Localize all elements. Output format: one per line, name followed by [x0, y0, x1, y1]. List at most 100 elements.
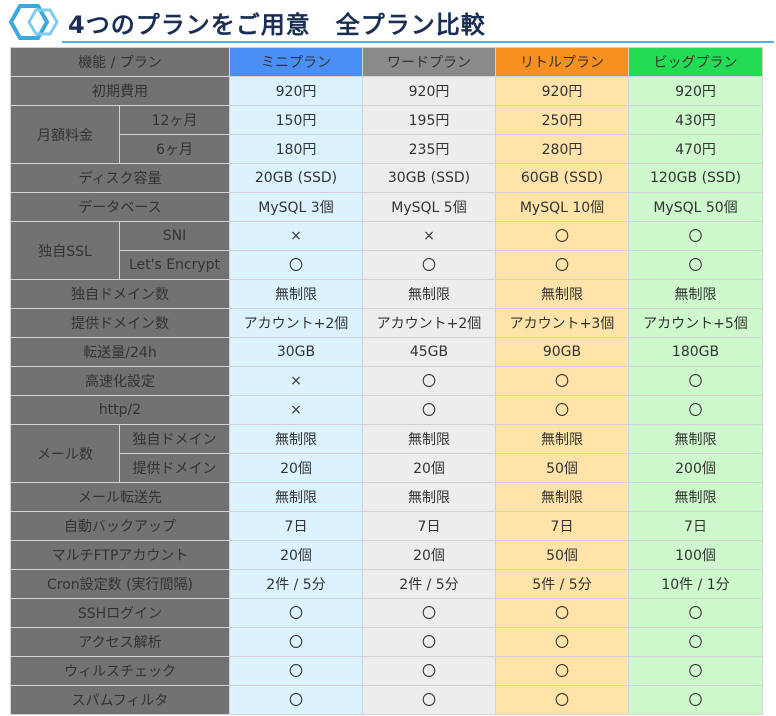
cell-word: 無制限: [362, 279, 496, 309]
row-label: アクセス解析: [10, 627, 230, 657]
table-row: 自動バックアップ 7日 7日 7日 7日: [10, 511, 763, 541]
cell-little: 〇: [495, 627, 629, 657]
title-bar: 4つのプランをご用意 全プラン比較: [0, 0, 776, 46]
plan-comparison-table: 機能 / プラン ミニプラン ワードプラン リトルプラン ビッグプラン 初期費用…: [10, 47, 763, 715]
cell-mini: ×: [229, 395, 363, 425]
cell-little: 50個: [495, 540, 629, 570]
cell-big: 〇: [628, 221, 763, 251]
cell-big: アカウント+5個: [628, 308, 763, 338]
cell-mini: 20GB (SSD): [229, 163, 363, 193]
row-label: 提供ドメイン数: [10, 308, 230, 338]
cell-little: アカウント+3個: [495, 308, 629, 338]
table-row: 独自ドメイン数 無制限 無制限 無制限 無制限: [10, 279, 763, 309]
row-label: ディスク容量: [10, 163, 230, 193]
cell-little: 250円: [495, 105, 629, 135]
cell-big: 920円: [628, 76, 763, 106]
plan-header-big: ビッグプラン: [628, 47, 763, 77]
cell-big: 100個: [628, 540, 763, 570]
row-sublabel: 6ヶ月: [119, 134, 230, 164]
cell-mini: 無制限: [229, 279, 363, 309]
cell-little: 7日: [495, 511, 629, 541]
cell-little: 50個: [495, 453, 629, 483]
table-row: 転送量/24h 30GB 45GB 90GB 180GB: [10, 337, 763, 367]
cell-big: 200個: [628, 453, 763, 483]
table-row: SSHログイン〇〇〇〇: [10, 598, 763, 628]
row-label: Cron設定数 (実行間隔): [10, 569, 230, 599]
table-header-row: 機能 / プラン ミニプラン ワードプラン リトルプラン ビッグプラン: [10, 47, 763, 77]
row-label: 独自ドメイン数: [10, 279, 230, 309]
cell-word: 2件 / 5分: [362, 569, 496, 599]
cell-big: 120GB (SSD): [628, 163, 763, 193]
row-label: 初期費用: [10, 76, 230, 106]
cell-little: 無制限: [495, 424, 629, 454]
cell-big: 10件 / 1分: [628, 569, 763, 599]
cell-word: 〇: [362, 685, 496, 715]
table-row: 提供ドメイン 20個 20個 50個 200個: [11, 453, 763, 483]
cell-mini: 〇: [229, 250, 363, 280]
cell-big: 〇: [628, 598, 763, 628]
cell-big: 430円: [628, 105, 763, 135]
cell-word: 195円: [362, 105, 496, 135]
cell-big: 〇: [628, 250, 763, 280]
row-sublabel: SNI: [119, 221, 230, 251]
cell-word: 〇: [362, 598, 496, 628]
cell-word: 〇: [362, 627, 496, 657]
cell-big: 無制限: [628, 482, 763, 512]
cell-word: 920円: [362, 76, 496, 106]
cell-word: 7日: [362, 511, 496, 541]
cell-mini: 2件 / 5分: [229, 569, 363, 599]
cell-word: 〇: [362, 656, 496, 686]
table-row: 独自SSL SNI × × 〇〇: [10, 221, 763, 280]
table-row: 6ヶ月 180円 235円 280円 470円: [11, 134, 763, 164]
row-sublabel: 提供ドメイン: [119, 453, 230, 483]
cell-big: 180GB: [628, 337, 763, 367]
cell-word: アカウント+2個: [362, 308, 496, 338]
table-row: メール転送先 無制限 無制限 無制限 無制限: [10, 482, 763, 512]
cell-little: 280円: [495, 134, 629, 164]
row-label: 転送量/24h: [10, 337, 230, 367]
row-label: マルチFTPアカウント: [10, 540, 230, 570]
plan-header-word: ワードプラン: [362, 47, 496, 77]
page-title: 4つのプランをご用意 全プラン比較: [68, 11, 486, 39]
cell-little: 90GB: [495, 337, 629, 367]
row-label: メール数: [10, 424, 120, 483]
cell-big: 〇: [628, 366, 763, 396]
cell-mini: 150円: [229, 105, 363, 135]
cell-mini: 20個: [229, 453, 363, 483]
row-label: 自動バックアップ: [10, 511, 230, 541]
plan-header-mini: ミニプラン: [229, 47, 363, 77]
cell-big: 7日: [628, 511, 763, 541]
table-row: 提供ドメイン数 アカウント+2個 アカウント+2個 アカウント+3個 アカウント+5個: [10, 308, 763, 338]
row-label: SSHログイン: [10, 598, 230, 628]
cell-big: 〇: [628, 395, 763, 425]
cell-mini: 無制限: [229, 424, 363, 454]
row-label: スパムフィルタ: [10, 685, 230, 715]
cell-little: 〇: [495, 685, 629, 715]
cell-little: 〇: [495, 656, 629, 686]
cell-mini: ×: [229, 366, 363, 396]
cell-word: 20個: [362, 453, 496, 483]
row-label: http/2: [10, 395, 230, 425]
cell-word: 〇: [362, 250, 496, 280]
cell-mini: 〇: [229, 656, 363, 686]
cell-mini: アカウント+2個: [229, 308, 363, 338]
row-sublabel: 12ヶ月: [119, 105, 230, 135]
table-row: メール数 独自ドメイン 無制限 無制限 無制限 無制限: [10, 424, 763, 483]
cell-word: 〇: [362, 366, 496, 396]
table-row: 高速化設定 × 〇〇〇: [10, 366, 763, 396]
cell-mini: 〇: [229, 598, 363, 628]
cell-little: 〇: [495, 366, 629, 396]
table-body: 機能 / プラン ミニプラン ワードプラン リトルプラン ビッグプラン 初期費用…: [10, 47, 763, 715]
cell-little: 〇: [495, 221, 629, 251]
cell-word: 〇: [362, 395, 496, 425]
table-row: http/2 × 〇〇〇: [10, 395, 763, 425]
hexagon-logo-icon: [8, 4, 59, 40]
cell-little: 〇: [495, 598, 629, 628]
cell-word: 無制限: [362, 482, 496, 512]
cell-mini: 180円: [229, 134, 363, 164]
cell-word: 45GB: [362, 337, 496, 367]
cell-little: 5件 / 5分: [495, 569, 629, 599]
cell-big: 〇: [628, 656, 763, 686]
row-label: メール転送先: [10, 482, 230, 512]
cell-mini: 30GB: [229, 337, 363, 367]
